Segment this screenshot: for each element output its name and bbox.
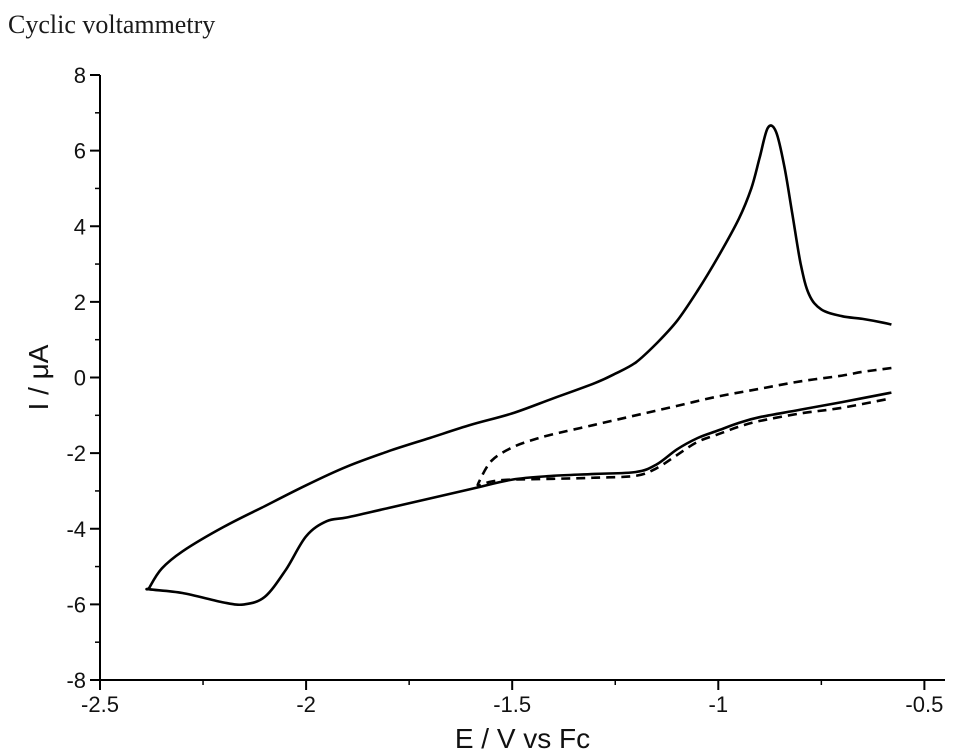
dashed-series-line (476, 366, 892, 487)
x-tick-label: -2.5 (81, 692, 119, 717)
y-tick-label: -6 (66, 592, 86, 617)
solid-series-line (145, 124, 892, 607)
y-tick-label: -2 (66, 441, 86, 466)
y-tick-label: 0 (74, 366, 86, 391)
page-heading: Cyclic voltammetry (8, 10, 216, 39)
y-tick-label: -4 (66, 517, 86, 542)
x-axis-title: E / V vs Fc (455, 723, 590, 754)
axes: -8 -6 -4 -2 0 2 4 6 8 -2.5 -2 -1.5 -1 -0.5 (66, 63, 945, 717)
y-tick-label: 2 (74, 290, 86, 315)
y-tick-label: -8 (66, 668, 86, 693)
y-axis-title: I / μA (23, 344, 54, 410)
y-tick-label: 8 (74, 63, 86, 88)
y-tick-label: 6 (74, 139, 86, 164)
x-tick-label: -1 (709, 692, 729, 717)
y-tick-label: 4 (74, 214, 86, 239)
x-tick-label: -2 (296, 692, 316, 717)
plot-area (145, 124, 892, 607)
x-tick-label: -0.5 (905, 692, 943, 717)
x-tick-label: -1.5 (493, 692, 531, 717)
